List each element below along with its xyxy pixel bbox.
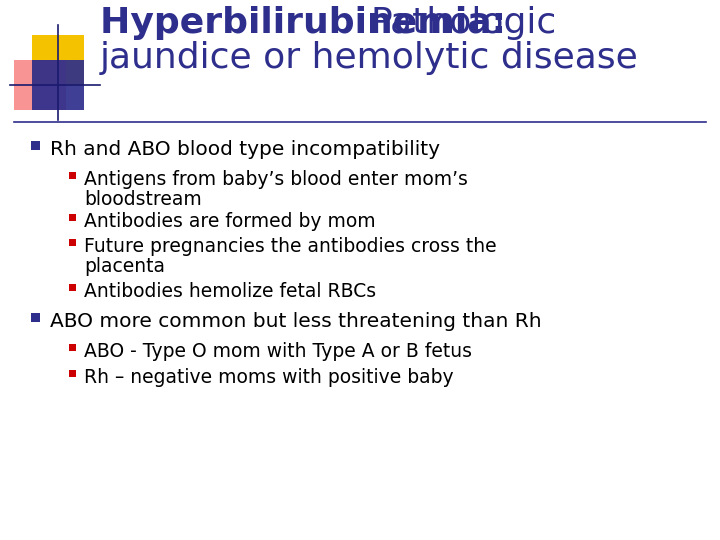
Text: ABO - Type O mom with Type A or B fetus: ABO - Type O mom with Type A or B fetus [84, 342, 472, 361]
FancyBboxPatch shape [68, 239, 76, 246]
Text: Antibodies are formed by mom: Antibodies are formed by mom [84, 212, 376, 231]
FancyBboxPatch shape [32, 60, 84, 110]
FancyBboxPatch shape [68, 369, 76, 376]
FancyBboxPatch shape [68, 284, 76, 291]
FancyBboxPatch shape [32, 35, 84, 85]
FancyBboxPatch shape [30, 313, 40, 321]
Text: Future pregnancies the antibodies cross the: Future pregnancies the antibodies cross … [84, 237, 497, 256]
FancyBboxPatch shape [68, 172, 76, 179]
Text: Hyperbilirubinemia:: Hyperbilirubinemia: [100, 6, 518, 40]
FancyBboxPatch shape [14, 60, 66, 110]
Text: Antibodies hemolize fetal RBCs: Antibodies hemolize fetal RBCs [84, 282, 376, 301]
Text: Antigens from baby’s blood enter mom’s: Antigens from baby’s blood enter mom’s [84, 170, 468, 189]
FancyBboxPatch shape [68, 213, 76, 220]
Text: jaundice or hemolytic disease: jaundice or hemolytic disease [100, 41, 639, 75]
Text: bloodstream: bloodstream [84, 190, 202, 209]
FancyBboxPatch shape [68, 343, 76, 350]
Text: Rh and ABO blood type incompatibility: Rh and ABO blood type incompatibility [50, 140, 440, 159]
Text: Pathologic: Pathologic [370, 6, 557, 40]
FancyBboxPatch shape [30, 140, 40, 150]
Text: ABO more common but less threatening than Rh: ABO more common but less threatening tha… [50, 312, 541, 331]
Text: placenta: placenta [84, 257, 165, 276]
Text: Rh – negative moms with positive baby: Rh – negative moms with positive baby [84, 368, 454, 387]
